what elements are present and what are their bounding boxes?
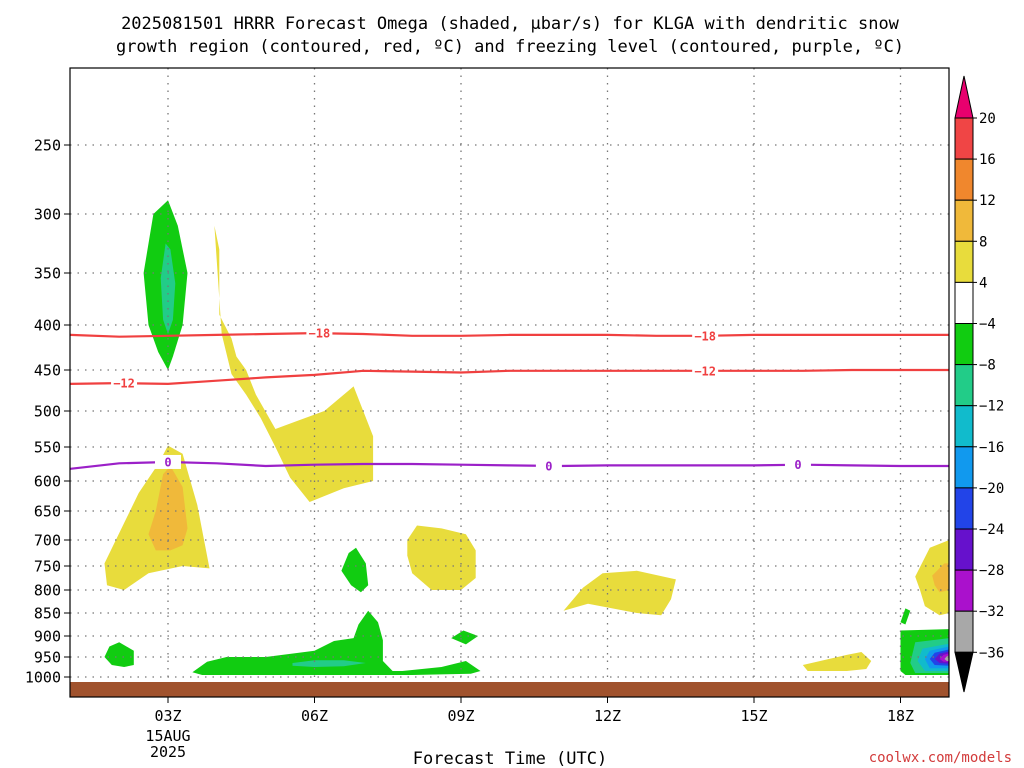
contour-label-2-2: 0 xyxy=(794,458,801,472)
colorbar-label-13: −36 xyxy=(979,645,1004,661)
omega-region-13 xyxy=(341,547,369,593)
contour-label-bg-0-0 xyxy=(306,326,333,341)
colorbar-seg-10 xyxy=(954,487,974,530)
y-tick-label-8: 650 xyxy=(34,503,61,521)
omega-region-6 xyxy=(563,570,676,616)
y-tick-label-14: 950 xyxy=(34,649,61,667)
y-tick-label-4: 450 xyxy=(34,362,61,380)
colorbar-seg-5 xyxy=(954,281,974,324)
x-date-year: 2025 xyxy=(150,743,186,761)
plot-area: −18 −18 −12 −12 0 0 0 xyxy=(69,67,950,698)
omega-region-2 xyxy=(214,225,374,503)
grid-lines xyxy=(70,68,949,684)
colorbar-seg-1 xyxy=(954,117,974,160)
contour-label-bg-2-2 xyxy=(784,457,811,472)
y-tick-label-3: 400 xyxy=(34,317,61,335)
colorbar-label-4: 4 xyxy=(979,275,987,291)
omega-shading xyxy=(104,200,950,675)
colorbar-label-1: 16 xyxy=(979,152,996,168)
colorbar-seg-4 xyxy=(954,240,974,283)
contour-label-2-0: 0 xyxy=(164,455,171,469)
colorbar-seg-13 xyxy=(954,610,974,653)
contour-lines: −18 −18 −12 −12 0 0 0 xyxy=(70,326,950,474)
colorbar-label-0: 20 xyxy=(979,111,996,127)
colorbar-label-3: 8 xyxy=(979,234,987,250)
contour-label-bg-1-1 xyxy=(692,363,719,378)
y-tick-label-13: 900 xyxy=(34,628,61,646)
contour-line-0 xyxy=(70,331,950,338)
y-tick-label-1: 300 xyxy=(34,206,61,224)
y-tick-label-0: 250 xyxy=(34,137,61,155)
plot-frame xyxy=(69,67,950,698)
contour-label-0-1: −18 xyxy=(694,329,716,343)
contour-label-bg-2-1 xyxy=(535,459,562,474)
colorbar-label-6: −8 xyxy=(979,358,996,374)
colorbar-seg-11 xyxy=(954,528,974,571)
colorbar-label-8: −16 xyxy=(979,440,1004,456)
y-tick-label-10: 750 xyxy=(34,558,61,576)
y-tick-label-9: 700 xyxy=(34,532,61,550)
colorbar-seg-8 xyxy=(954,405,974,448)
colorbar-label-10: −24 xyxy=(979,522,1004,538)
contour-label-1-1: −12 xyxy=(694,364,716,378)
y-tick-label-7: 600 xyxy=(34,473,61,491)
omega-region-15 xyxy=(900,608,911,625)
colorbar-label-5: −4 xyxy=(979,317,996,333)
ground-surface xyxy=(70,682,949,697)
colorbar-seg-12 xyxy=(954,569,974,612)
x-tick-label-0: 03Z xyxy=(154,707,181,725)
contour-label-bg-2-0 xyxy=(155,454,181,469)
y-tick-label-6: 550 xyxy=(34,439,61,457)
y-axis: 250 300 350 400 450 500 550 600 650 700 750 800 850 9… xyxy=(25,137,70,687)
colorbar-seg-7 xyxy=(954,364,974,407)
omega-region-8 xyxy=(915,540,950,616)
x-tick-label-4: 15Z xyxy=(740,707,767,725)
omega-region-5 xyxy=(407,525,476,590)
omega-region-11 xyxy=(192,610,481,675)
omega-region-14 xyxy=(451,630,479,645)
x-axis-label: Forecast Time (UTC) xyxy=(413,749,607,768)
contour-label-0-0: −18 xyxy=(309,327,331,341)
colorbar-label-12: −32 xyxy=(979,604,1004,620)
omega-region-10 xyxy=(104,642,134,667)
chart-title-line1: 2025081501 HRRR Forecast Omega (shaded, … xyxy=(121,14,900,34)
colorbar-label-11: −28 xyxy=(979,563,1004,579)
y-tick-label-15: 1000 xyxy=(25,669,61,687)
y-tick-label-5: 500 xyxy=(34,403,61,421)
y-tick-label-12: 850 xyxy=(34,605,61,623)
omega-region-4 xyxy=(148,466,188,551)
colorbar-label-7: −12 xyxy=(979,399,1004,415)
x-date-day: 15AUG xyxy=(145,727,190,745)
contour-line-1 xyxy=(70,368,950,386)
contour-label-1-0: −12 xyxy=(113,377,135,391)
x-axis: 15AUG 2025 03Z 06Z 09Z 12Z 15Z 18Z xyxy=(145,697,914,761)
omega-region-1 xyxy=(160,243,176,334)
credit-text: coolwx.com/models xyxy=(869,750,1012,766)
chart-title-line2: growth region (contoured, red, ºC) and f… xyxy=(116,37,904,57)
colorbar-seg-2 xyxy=(954,158,974,201)
omega-region-7 xyxy=(802,652,872,671)
colorbar-label-2: 12 xyxy=(979,193,996,209)
contour-label-2-1: 0 xyxy=(545,460,552,474)
colorbar: 20 16 12 8 4 −4 −8 −12 −16 −20 −24 −28 −32 −36 xyxy=(954,75,1004,693)
x-tick-label-2: 09Z xyxy=(447,707,474,725)
y-tick-label-11: 800 xyxy=(34,582,61,600)
y-tick-label-2: 350 xyxy=(34,265,61,283)
colorbar-seg-0 xyxy=(954,75,974,119)
colorbar-seg-6 xyxy=(954,323,974,366)
contour-line-2 xyxy=(70,460,950,470)
colorbar-seg-3 xyxy=(954,199,974,242)
x-tick-label-1: 06Z xyxy=(301,707,328,725)
contour-label-bg-0-1 xyxy=(692,328,719,343)
omega-region-12 xyxy=(292,660,366,667)
colorbar-seg-14 xyxy=(954,651,974,693)
colorbar-label-9: −20 xyxy=(979,481,1004,497)
x-tick-label-3: 12Z xyxy=(594,707,621,725)
omega-region-9 xyxy=(932,563,950,593)
x-tick-label-5: 18Z xyxy=(887,707,914,725)
colorbar-seg-9 xyxy=(954,446,974,489)
contour-label-bg-1-0 xyxy=(111,376,138,391)
